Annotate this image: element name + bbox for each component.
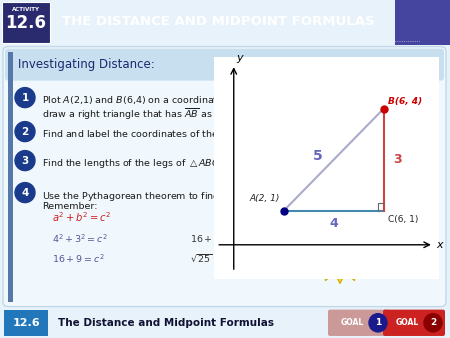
- FancyBboxPatch shape: [2, 2, 50, 43]
- Text: 1: 1: [22, 93, 29, 103]
- Text: 5: 5: [313, 149, 322, 163]
- FancyBboxPatch shape: [3, 47, 446, 307]
- Circle shape: [15, 122, 35, 142]
- Text: Find and label the coordinates of the vertex $\mathit{C}$.: Find and label the coordinates of the ve…: [42, 128, 265, 139]
- Text: x: x: [436, 240, 443, 250]
- Text: Plot $\mathit{A}$(2,1) and $\mathit{B}$(6,4) on a coordinate plane.  Then: Plot $\mathit{A}$(2,1) and $\mathit{B}$(…: [42, 94, 286, 106]
- Bar: [8, 52, 13, 301]
- Polygon shape: [302, 208, 378, 284]
- Circle shape: [15, 183, 35, 202]
- FancyBboxPatch shape: [395, 0, 450, 50]
- Text: $\overline{AB}=5$: $\overline{AB}=5$: [320, 238, 360, 254]
- Text: GOAL: GOAL: [396, 318, 419, 327]
- Text: ACTIVITY: ACTIVITY: [12, 7, 40, 12]
- Text: 3: 3: [22, 155, 29, 166]
- FancyBboxPatch shape: [383, 310, 445, 336]
- Text: 3: 3: [393, 153, 402, 166]
- Text: $4^2 + 3^2 = c^2$: $4^2 + 3^2 = c^2$: [52, 233, 108, 245]
- Text: GOAL: GOAL: [340, 318, 364, 327]
- Text: 12.6: 12.6: [12, 318, 40, 328]
- Text: 12.6: 12.6: [5, 14, 46, 32]
- Circle shape: [424, 314, 442, 332]
- Text: draw a right triangle that has $\overline{AB}$ as its hypotenuse.: draw a right triangle that has $\overlin…: [42, 106, 288, 122]
- FancyBboxPatch shape: [4, 310, 48, 336]
- Text: THE DISTANCE AND MIDPOINT FORMULAS: THE DISTANCE AND MIDPOINT FORMULAS: [62, 15, 374, 28]
- Text: A(2, 1): A(2, 1): [250, 194, 280, 203]
- Text: y: y: [236, 53, 243, 63]
- FancyBboxPatch shape: [328, 310, 390, 336]
- Text: 2: 2: [430, 318, 436, 327]
- Text: Investigating Distance:: Investigating Distance:: [18, 58, 155, 71]
- Text: Use the Pythagorean theorem to find $\overline{AB}$.: Use the Pythagorean theorem to find $\ov…: [42, 189, 239, 204]
- Text: $a^2 + b^2 = c^2$: $a^2 + b^2 = c^2$: [52, 211, 112, 224]
- Text: 4: 4: [21, 188, 29, 198]
- Text: The Distance and Midpoint Formulas: The Distance and Midpoint Formulas: [58, 318, 274, 328]
- Circle shape: [369, 314, 387, 332]
- Circle shape: [15, 88, 35, 107]
- Text: $\sqrt{25} = c$: $\sqrt{25} = c$: [190, 252, 229, 264]
- Text: 4: 4: [329, 217, 338, 230]
- Text: $16 + 9 = c^2$: $16 + 9 = c^2$: [52, 252, 104, 265]
- Text: Find the lengths of the legs of $\triangle \mathit{ABC}$.: Find the lengths of the legs of $\triang…: [42, 156, 222, 170]
- Text: 1: 1: [375, 318, 381, 327]
- Text: $16 + 9 = c$: $16 + 9 = c$: [190, 233, 239, 244]
- FancyBboxPatch shape: [5, 49, 444, 80]
- Text: C(6, 1): C(6, 1): [387, 215, 418, 224]
- Text: 2: 2: [22, 127, 29, 137]
- Text: B(6, 4): B(6, 4): [387, 97, 422, 106]
- Text: Remember:: Remember:: [42, 201, 98, 211]
- Circle shape: [15, 151, 35, 171]
